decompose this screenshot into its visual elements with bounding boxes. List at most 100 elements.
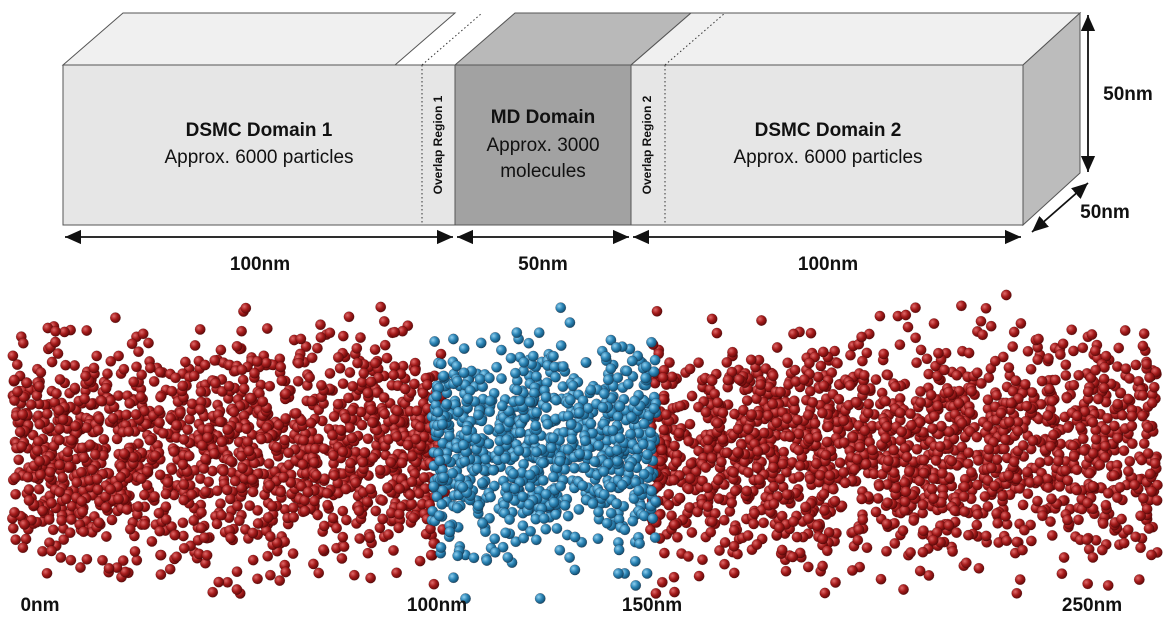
particle <box>439 371 449 381</box>
particle <box>54 435 64 445</box>
particle <box>50 326 60 336</box>
particle <box>53 348 63 358</box>
particle <box>329 470 339 480</box>
particle <box>99 434 109 444</box>
particle <box>484 425 494 435</box>
particle <box>633 485 643 495</box>
particle <box>1035 457 1045 467</box>
particle <box>927 423 937 433</box>
particle <box>352 358 362 368</box>
particle <box>202 432 212 442</box>
particle <box>437 419 447 429</box>
particle <box>703 501 713 511</box>
particle <box>389 327 399 337</box>
particle <box>34 381 44 391</box>
particle <box>729 525 739 535</box>
particle <box>87 465 97 475</box>
particle <box>333 352 343 362</box>
particle <box>63 447 73 457</box>
particle <box>180 357 190 367</box>
particle <box>702 483 712 493</box>
particle <box>830 577 840 587</box>
particle <box>183 425 193 435</box>
particle <box>1061 370 1071 380</box>
particle <box>315 320 325 330</box>
particle <box>612 445 622 455</box>
particle <box>155 470 165 480</box>
particle <box>659 548 669 558</box>
particle <box>212 486 222 496</box>
particle <box>349 570 359 580</box>
particle <box>9 375 19 385</box>
particle <box>338 447 348 457</box>
particle <box>977 330 987 340</box>
particle <box>769 499 779 509</box>
particle <box>950 505 960 515</box>
particle <box>916 397 926 407</box>
particle <box>1091 434 1101 444</box>
particle <box>1048 430 1058 440</box>
particle <box>307 396 317 406</box>
particle <box>92 474 102 484</box>
particle <box>156 550 166 560</box>
particle <box>138 329 148 339</box>
particle <box>1072 411 1082 421</box>
particle <box>645 427 655 437</box>
particle <box>639 419 649 429</box>
particle <box>548 472 558 482</box>
particle <box>919 455 929 465</box>
particle <box>548 351 558 361</box>
particle <box>252 356 262 366</box>
particle <box>132 555 142 565</box>
particle <box>997 491 1007 501</box>
particle <box>382 353 392 363</box>
particle <box>130 546 140 556</box>
particle <box>217 437 227 447</box>
particle <box>1129 480 1139 490</box>
particle <box>497 401 507 411</box>
particle <box>210 355 220 365</box>
particle <box>567 434 577 444</box>
particle <box>947 546 957 556</box>
particle <box>529 434 539 444</box>
particle <box>712 397 722 407</box>
particle <box>792 532 802 542</box>
particle <box>1120 325 1130 335</box>
particle <box>262 323 272 333</box>
particle <box>143 338 153 348</box>
particle <box>854 524 864 534</box>
particle <box>291 408 301 418</box>
particle <box>1109 470 1119 480</box>
particle <box>204 477 214 487</box>
particle <box>1074 370 1084 380</box>
particle <box>901 310 911 320</box>
particle <box>75 562 85 572</box>
particle <box>586 385 596 395</box>
particle <box>959 491 969 501</box>
particle <box>433 407 443 417</box>
particle <box>436 542 446 552</box>
particle <box>1145 469 1155 479</box>
particle <box>1099 383 1109 393</box>
particle <box>1069 380 1079 390</box>
particle <box>1069 451 1079 461</box>
particle <box>693 358 703 368</box>
particle <box>150 451 160 461</box>
domain-text: molecules <box>500 161 586 182</box>
particle <box>800 502 810 512</box>
particle <box>1004 362 1014 372</box>
particle <box>1020 379 1030 389</box>
height-label: 50nm <box>1103 84 1153 105</box>
particle <box>904 466 914 476</box>
particle <box>834 394 844 404</box>
particle <box>876 574 886 584</box>
particle <box>1037 511 1047 521</box>
particle <box>1146 486 1156 496</box>
particle <box>229 407 239 417</box>
particle <box>541 489 551 499</box>
particle <box>881 546 891 556</box>
particle <box>11 535 21 545</box>
particle <box>278 472 288 482</box>
particle <box>480 454 490 464</box>
particle <box>937 468 947 478</box>
